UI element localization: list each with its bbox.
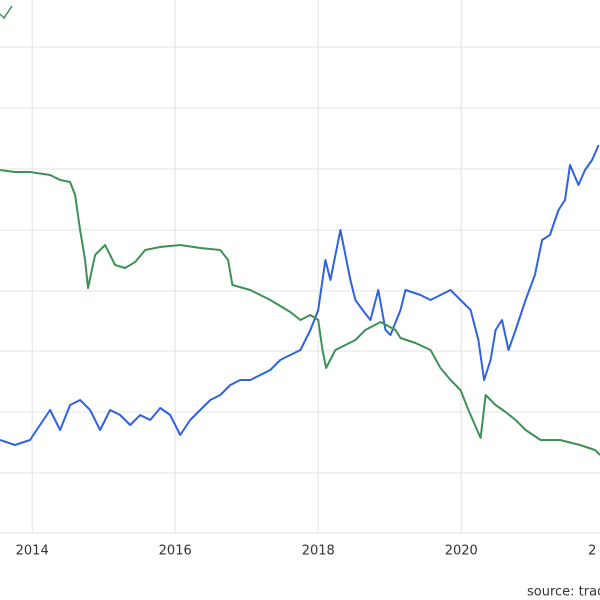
- x-tick-label: 2: [588, 544, 596, 559]
- series-line: [0, 169, 600, 456]
- x-tick-label: 2018: [302, 544, 335, 559]
- logo-check: [0, 5, 13, 20]
- x-tick-label: 2014: [16, 544, 49, 559]
- source-note: source: trad: [527, 585, 600, 600]
- x-tick-label: 2016: [159, 544, 192, 559]
- x-tick-label: 2020: [445, 544, 478, 559]
- series-line: [0, 144, 600, 446]
